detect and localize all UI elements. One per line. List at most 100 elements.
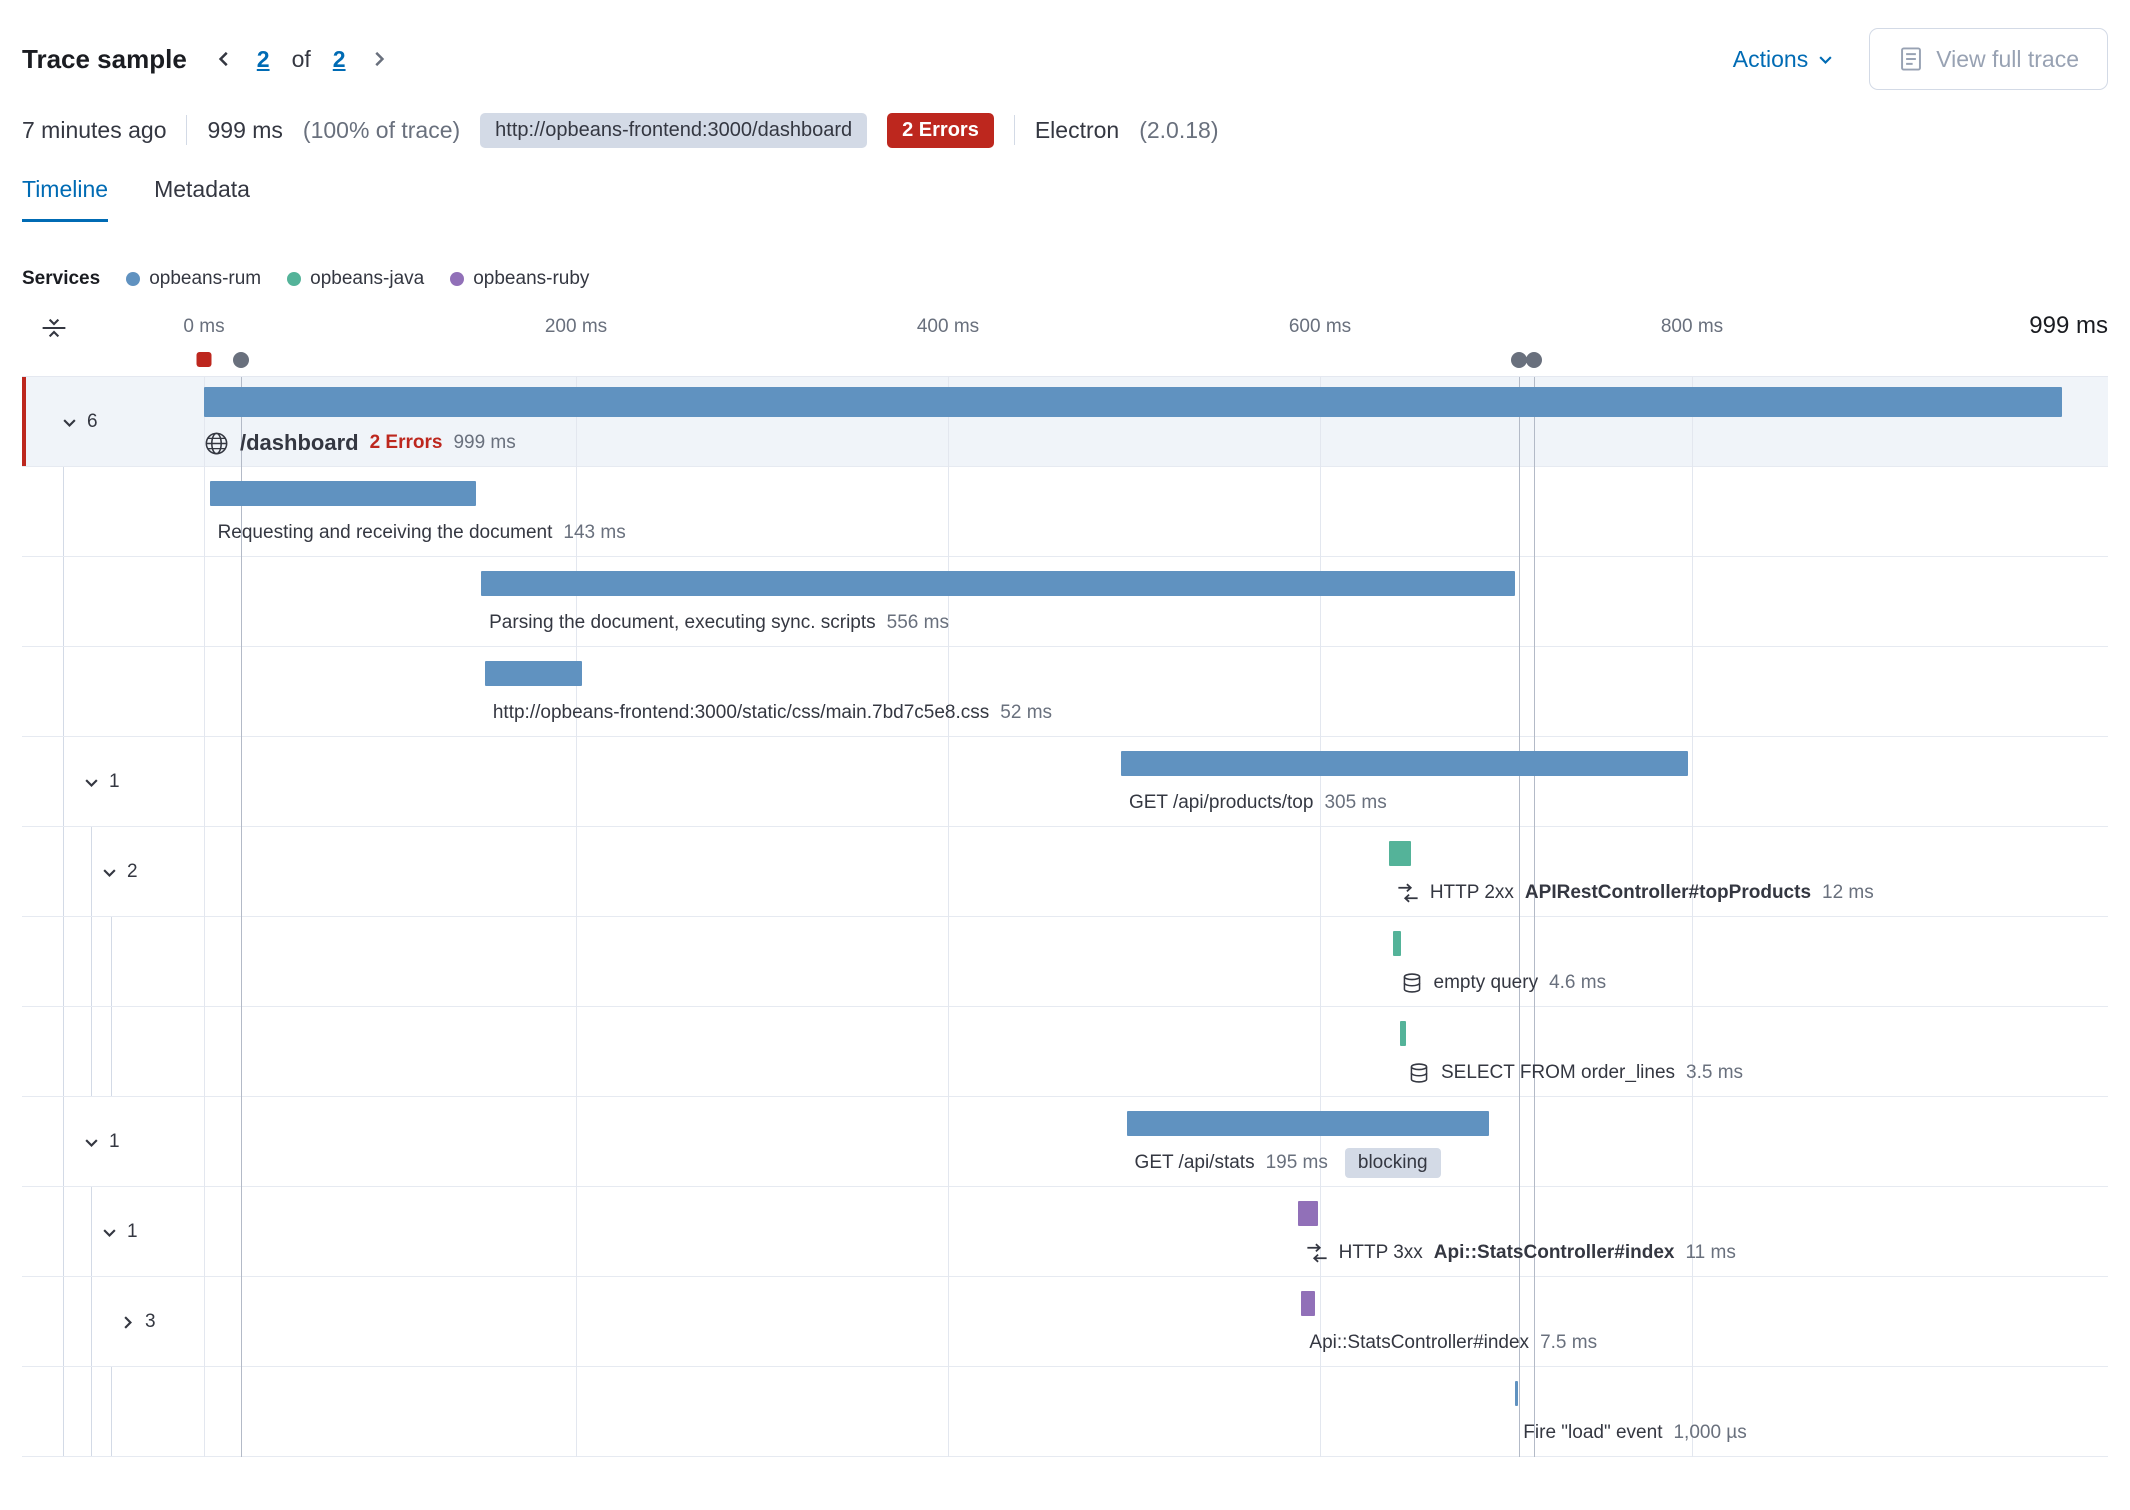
error-count-label: 2 Errors xyxy=(369,432,443,453)
span-label: SELECT FROM order_lines 3.5 ms xyxy=(1408,1057,1743,1089)
span-name: Api::StatsController#index xyxy=(1309,1332,1530,1353)
fold-timeline-icon xyxy=(40,314,68,347)
actions-menu-button[interactable]: Actions xyxy=(1733,46,1835,73)
span-name: Requesting and receiving the document xyxy=(217,522,553,543)
page-title: Trace sample xyxy=(22,43,187,74)
tab-timeline[interactable]: Timeline xyxy=(22,176,109,222)
accordion-toggle[interactable]: 6 xyxy=(60,411,98,433)
indent-guide xyxy=(63,1277,64,1366)
span-duration-label: 999 ms xyxy=(453,432,516,453)
waterfall-row-requesting-document[interactable]: Requesting and receiving the document 143… xyxy=(22,467,2108,557)
span-name: Parsing the document, executing sync. sc… xyxy=(489,612,876,633)
indent-guide xyxy=(91,1367,92,1456)
tab-metadata[interactable]: Metadata xyxy=(154,176,250,222)
span-label: GET /api/products/top 305 ms xyxy=(1129,787,1387,819)
axis-tick-label: 200 ms xyxy=(544,316,608,337)
legend-item-label: opbeans-rum xyxy=(149,268,262,289)
span-duration-label: 3.5 ms xyxy=(1686,1062,1744,1083)
legend-item-opbeans-rum: opbeans-rum xyxy=(126,268,261,290)
indent-guide xyxy=(111,1367,112,1456)
chevron-down-icon xyxy=(60,413,79,432)
time-ago-label: 7 minutes ago xyxy=(22,116,167,143)
span-bar[interactable] xyxy=(1388,841,1412,866)
agent-mark-dot xyxy=(1511,352,1528,368)
span-name: GET /api/stats xyxy=(1134,1152,1255,1173)
span-label: HTTP 2xx APIRestController#topProducts 12 … xyxy=(1397,877,1874,909)
waterfall-row-apirestcontroller-topproducts[interactable]: 2 HTTP 2xx APIRestController#topProducts 12… xyxy=(22,827,2108,917)
accordion-toggle[interactable]: 1 xyxy=(82,1131,120,1153)
indent-guide xyxy=(111,917,112,1006)
child-count: 2 xyxy=(127,861,138,882)
actions-label: Actions xyxy=(1732,45,1809,72)
accordion-toggle[interactable]: 1 xyxy=(100,1221,138,1243)
legend-items: opbeans-rum opbeans-java opbeans-ruby xyxy=(126,268,589,290)
span-bar[interactable] xyxy=(1301,1291,1316,1316)
span-name: SELECT FROM order_lines xyxy=(1440,1062,1676,1083)
span-duration-label: 556 ms xyxy=(886,612,949,633)
span-duration-label: 12 ms xyxy=(1822,882,1874,903)
divider xyxy=(186,115,188,145)
pagination-total-link[interactable]: 2 xyxy=(332,45,346,72)
waterfall: 6/dashboard 2 Errors 999 ms Requesting and … xyxy=(22,376,2108,1457)
child-count: 1 xyxy=(109,1131,120,1152)
globe-icon xyxy=(204,431,229,456)
view-full-trace-button[interactable]: View full trace xyxy=(1869,28,2108,90)
span-bar[interactable] xyxy=(1392,931,1402,956)
chevron-left-icon xyxy=(218,51,228,67)
service-version-label: (2.0.18) xyxy=(1139,116,1219,143)
indent-guide xyxy=(91,1277,92,1366)
accordion-toggle[interactable]: 3 xyxy=(118,1311,156,1333)
pagination-next-button[interactable] xyxy=(368,48,390,70)
span-name: empty query xyxy=(1433,972,1539,993)
span-duration-label: 143 ms xyxy=(563,522,626,543)
waterfall-row-select-from-order-lines[interactable]: SELECT FROM order_lines 3.5 ms xyxy=(22,1007,2108,1097)
indent-guide xyxy=(111,1007,112,1096)
span-bar[interactable] xyxy=(1120,751,1689,776)
waterfall-row-empty-query[interactable]: empty query 4.6 ms xyxy=(22,917,2108,1007)
span-name: Fire "load" event xyxy=(1523,1422,1663,1443)
span-bar[interactable] xyxy=(1515,1381,1519,1406)
pagination-prev-button[interactable] xyxy=(213,48,235,70)
span-bar[interactable] xyxy=(484,661,582,686)
span-bar[interactable] xyxy=(481,571,1516,596)
waterfall-row-get-api-stats[interactable]: 1 GET /api/stats 195 ms blocking xyxy=(22,1097,2108,1187)
chevron-down-icon xyxy=(82,773,101,792)
chevron-right-icon xyxy=(374,51,384,67)
waterfall-row-parsing-document[interactable]: Parsing the document, executing sync. sc… xyxy=(22,557,2108,647)
waterfall-row-fire-load-event[interactable]: Fire "load" event 1,000 µs xyxy=(22,1367,2108,1457)
blocking-badge: blocking xyxy=(1344,1148,1441,1178)
percent-of-trace-label: (100% of trace) xyxy=(302,116,461,143)
span-bar[interactable] xyxy=(1297,1201,1319,1226)
tab-bar: Timeline Metadata xyxy=(22,176,2108,222)
trace-pagination: 2 of 2 xyxy=(213,46,390,73)
waterfall-row-dashboard-transaction[interactable]: 6/dashboard 2 Errors 999 ms xyxy=(22,377,2108,467)
span-label: empty query 4.6 ms xyxy=(1401,967,1606,999)
span-bar[interactable] xyxy=(204,387,2063,417)
span-bar[interactable] xyxy=(1399,1021,1407,1046)
span-duration-label: 305 ms xyxy=(1324,792,1387,813)
span-label: HTTP 3xx Api::StatsController#index 11 ms xyxy=(1306,1237,1736,1269)
indent-guide xyxy=(63,647,64,736)
span-bar[interactable] xyxy=(1126,1111,1490,1136)
indent-guide xyxy=(63,917,64,1006)
trace-summary: 7 minutes ago 999 ms (100% of trace) htt… xyxy=(22,108,2108,152)
span-bar[interactable] xyxy=(209,481,476,506)
indent-guide xyxy=(91,827,92,916)
indent-guide xyxy=(63,1097,64,1186)
waterfall-row-statscontroller-index[interactable]: 3 Api::StatsController#index 7.5 ms xyxy=(22,1277,2108,1367)
http-icon xyxy=(1306,1242,1328,1264)
waterfall-row-get-api-products-top[interactable]: 1 GET /api/products/top 305 ms xyxy=(22,737,2108,827)
pagination-current-link[interactable]: 2 xyxy=(256,45,270,72)
waterfall-rows: 6/dashboard 2 Errors 999 ms Requesting and … xyxy=(22,377,2108,1457)
chevron-down-icon xyxy=(100,1223,119,1242)
accordion-toggle[interactable]: 2 xyxy=(100,861,138,883)
accordion-toggle[interactable]: 1 xyxy=(82,771,120,793)
span-label: Parsing the document, executing sync. sc… xyxy=(489,607,949,639)
chevron-right-icon xyxy=(118,1313,137,1332)
service-color-dot xyxy=(450,272,465,286)
span-duration-label: 52 ms xyxy=(1000,702,1053,723)
indent-guide xyxy=(63,557,64,646)
waterfall-row-main-css-resource[interactable]: http://opbeans-frontend:3000/static/css/… xyxy=(22,647,2108,737)
